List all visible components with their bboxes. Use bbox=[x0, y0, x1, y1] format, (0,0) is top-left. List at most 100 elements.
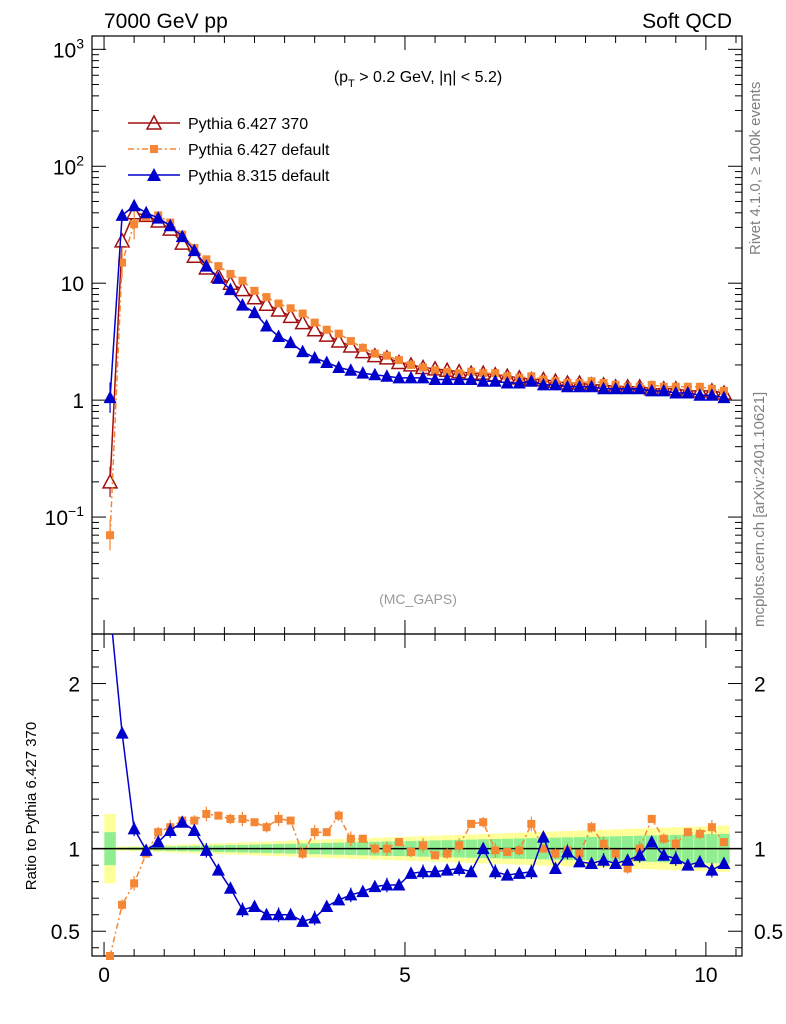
ratio-point bbox=[211, 863, 225, 876]
ratio-point bbox=[560, 844, 574, 858]
data-point bbox=[246, 289, 263, 305]
data-point bbox=[717, 390, 731, 404]
legend-entry-p8: Pythia 8.315 default bbox=[128, 168, 330, 185]
mcplots-label: mcplots.cern.ch [arXiv:2401.10621] bbox=[751, 392, 768, 627]
ratio-point bbox=[717, 856, 731, 870]
legend: Pythia 6.427 370 Pythia 6.427 default Py… bbox=[128, 114, 330, 185]
data-point bbox=[440, 372, 454, 386]
ratio-point bbox=[539, 844, 548, 853]
y-tick-label: 2 bbox=[68, 674, 80, 697]
data-point bbox=[151, 211, 165, 224]
legend-marker-filled-square bbox=[150, 145, 158, 153]
data-point bbox=[238, 276, 247, 285]
data-point bbox=[491, 369, 500, 378]
ratio-point bbox=[274, 814, 283, 823]
ratio-point bbox=[524, 864, 538, 878]
data-point bbox=[318, 326, 335, 342]
data-point bbox=[356, 366, 370, 379]
ratio-point bbox=[308, 911, 322, 924]
legend-label-p6-default: Pythia 6.427 default bbox=[188, 142, 330, 159]
ratio-point bbox=[368, 879, 382, 893]
x-tick-label: 10 bbox=[694, 964, 717, 987]
data-point bbox=[394, 356, 403, 365]
data-point bbox=[443, 367, 452, 376]
data-point bbox=[130, 220, 139, 229]
ratio-point bbox=[488, 864, 502, 878]
ratio-point bbox=[455, 841, 464, 850]
data-point bbox=[322, 325, 331, 334]
data-point bbox=[260, 319, 274, 332]
data-point bbox=[524, 374, 538, 387]
data-point bbox=[223, 282, 237, 296]
ratio-point bbox=[235, 902, 249, 916]
ratio-point bbox=[527, 819, 536, 828]
data-point bbox=[464, 372, 478, 386]
data-point bbox=[392, 370, 406, 384]
ratio-panel: 2 2 1 1 0.5 0.5 0 5 10 Ratio to Pythia 6.427 37… bbox=[23, 633, 783, 987]
data-point bbox=[370, 349, 379, 358]
legend-label-p8: Pythia 8.315 default bbox=[188, 168, 330, 185]
ratio-y-ticks: 2 2 1 1 0.5 0.5 bbox=[51, 650, 783, 949]
ratio-point bbox=[334, 811, 343, 820]
legend-entry-p6-370: Pythia 6.427 370 bbox=[128, 114, 308, 133]
ratio-point bbox=[515, 846, 524, 855]
legend-marker-filled-triangle bbox=[147, 168, 161, 181]
data-point bbox=[214, 262, 223, 271]
data-point bbox=[308, 350, 322, 364]
data-point bbox=[113, 232, 131, 248]
data-point bbox=[500, 376, 514, 389]
ratio-point bbox=[154, 828, 163, 837]
ratio-point bbox=[139, 843, 153, 856]
ratio-point bbox=[671, 839, 680, 848]
data-point bbox=[342, 337, 360, 353]
data-point bbox=[467, 367, 476, 376]
rivet-label: Rivet 4.1.0, ≥ 100k events bbox=[747, 82, 764, 255]
data-point bbox=[106, 531, 115, 540]
ratio-point bbox=[683, 828, 692, 837]
data-point bbox=[621, 381, 635, 395]
data-point bbox=[609, 381, 623, 395]
data-point bbox=[274, 299, 283, 308]
data-point bbox=[226, 269, 235, 278]
y-tick-label: 1 bbox=[68, 839, 80, 862]
ratio-point bbox=[296, 914, 310, 927]
ratio-point bbox=[127, 821, 141, 835]
ratio-series bbox=[106, 634, 731, 960]
ratio-point bbox=[248, 899, 261, 912]
ratio-point bbox=[585, 856, 599, 870]
ratio-ylabel: Ratio to Pythia 6.427 370 bbox=[23, 722, 40, 890]
y-tick-label: 1 bbox=[72, 390, 84, 413]
data-point bbox=[250, 286, 259, 295]
data-point bbox=[272, 329, 286, 343]
data-point bbox=[406, 360, 415, 369]
data-point bbox=[669, 386, 683, 399]
header-right: Soft QCD bbox=[642, 10, 732, 33]
data-point bbox=[431, 366, 440, 375]
data-point bbox=[382, 351, 391, 360]
data-point bbox=[282, 307, 299, 324]
y-tick-label: 102 bbox=[53, 152, 84, 179]
ratio-point bbox=[175, 815, 189, 828]
ratio-point bbox=[223, 881, 237, 894]
data-point bbox=[199, 259, 213, 272]
ratio-series-line bbox=[111, 634, 725, 923]
data-point bbox=[294, 314, 311, 330]
ratio-point bbox=[286, 816, 295, 825]
data-point bbox=[330, 332, 348, 348]
ratio-point bbox=[707, 823, 716, 832]
data-point bbox=[548, 377, 562, 391]
ratio-point bbox=[320, 899, 334, 912]
ratio-point bbox=[382, 844, 391, 853]
y-tick-label-right: 2 bbox=[754, 674, 766, 697]
ratio-point bbox=[404, 866, 418, 879]
ratio-point bbox=[250, 818, 259, 827]
ratio-point bbox=[621, 853, 635, 866]
data-point bbox=[645, 383, 659, 397]
data-point bbox=[695, 382, 704, 391]
data-point bbox=[103, 390, 117, 404]
watermark: (MC_GAPS) bbox=[379, 591, 457, 607]
data-point bbox=[127, 198, 141, 212]
main-series bbox=[101, 198, 733, 551]
data-point bbox=[284, 335, 298, 349]
data-point bbox=[536, 377, 550, 391]
